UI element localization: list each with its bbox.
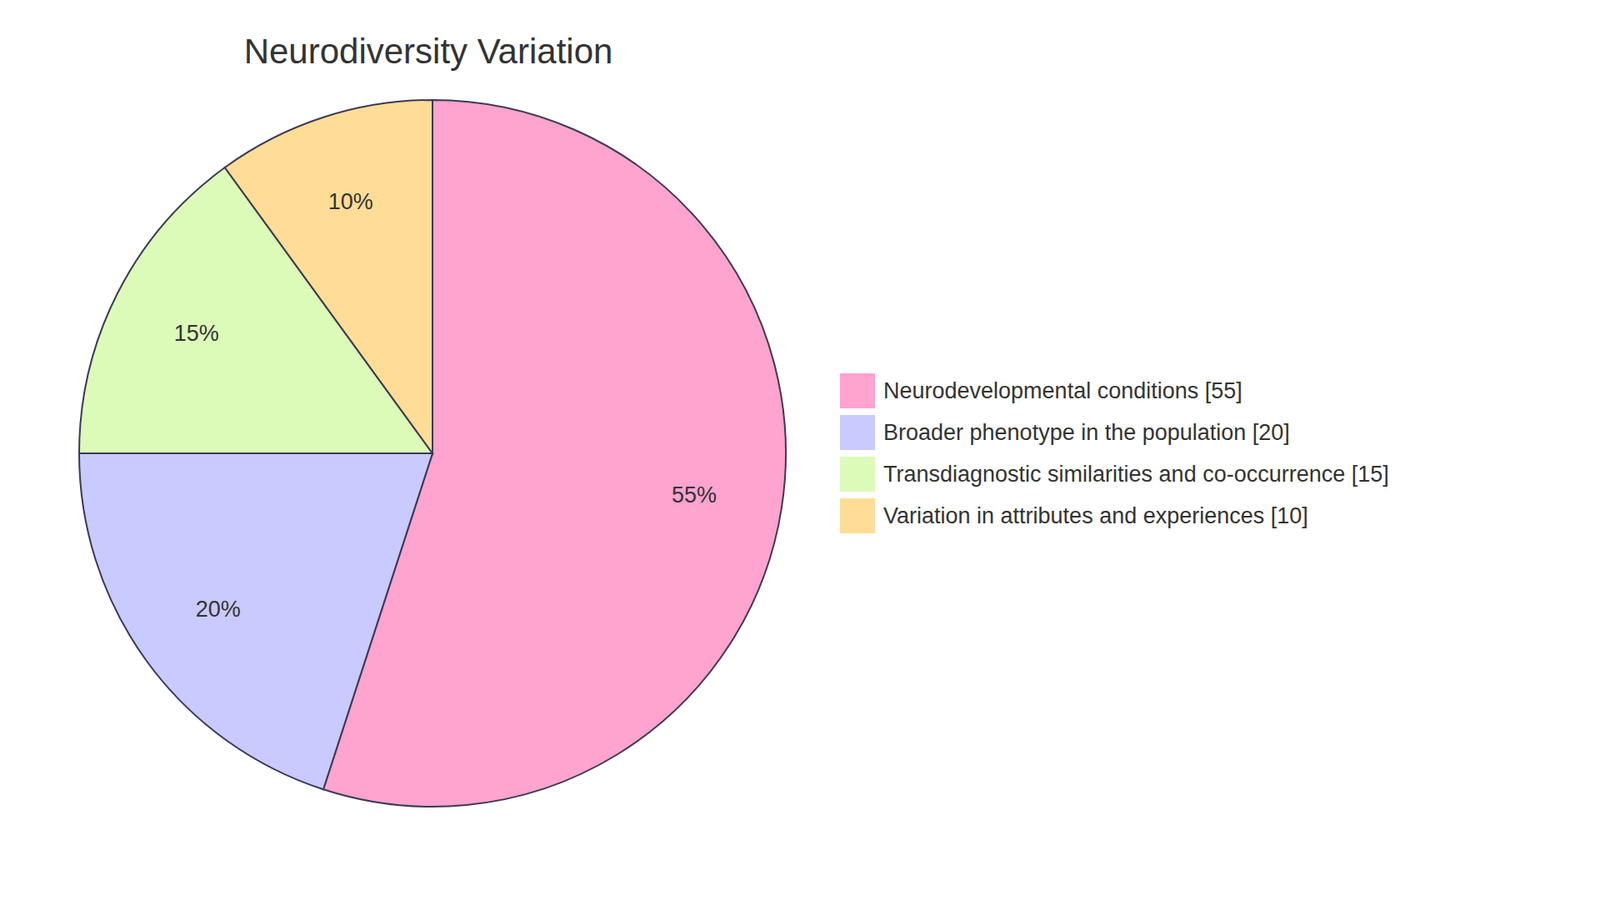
html-text:Transdiagnostic similarities a: Transdiagnostic similarities and co-occu…: [883, 461, 1389, 487]
svg-text:10%: 10%: [328, 189, 374, 215]
html-text:Neurodevelopmental conditions: Neurodevelopmental conditions [55]: [883, 377, 1243, 403]
html-text:Variation in attributes and ex: Variation in attributes and experiences …: [883, 502, 1309, 528]
html-text:Neurodiversity Variation: Neurodiversity Variation: [243, 31, 613, 71]
svg-text:20%: 20%: [195, 596, 241, 622]
svg-text:55%: 55%: [671, 482, 717, 508]
html-text:Broader phenotype in the popul: Broader phenotype in the population [20]: [883, 419, 1290, 445]
svg-text:15%: 15%: [174, 320, 220, 346]
